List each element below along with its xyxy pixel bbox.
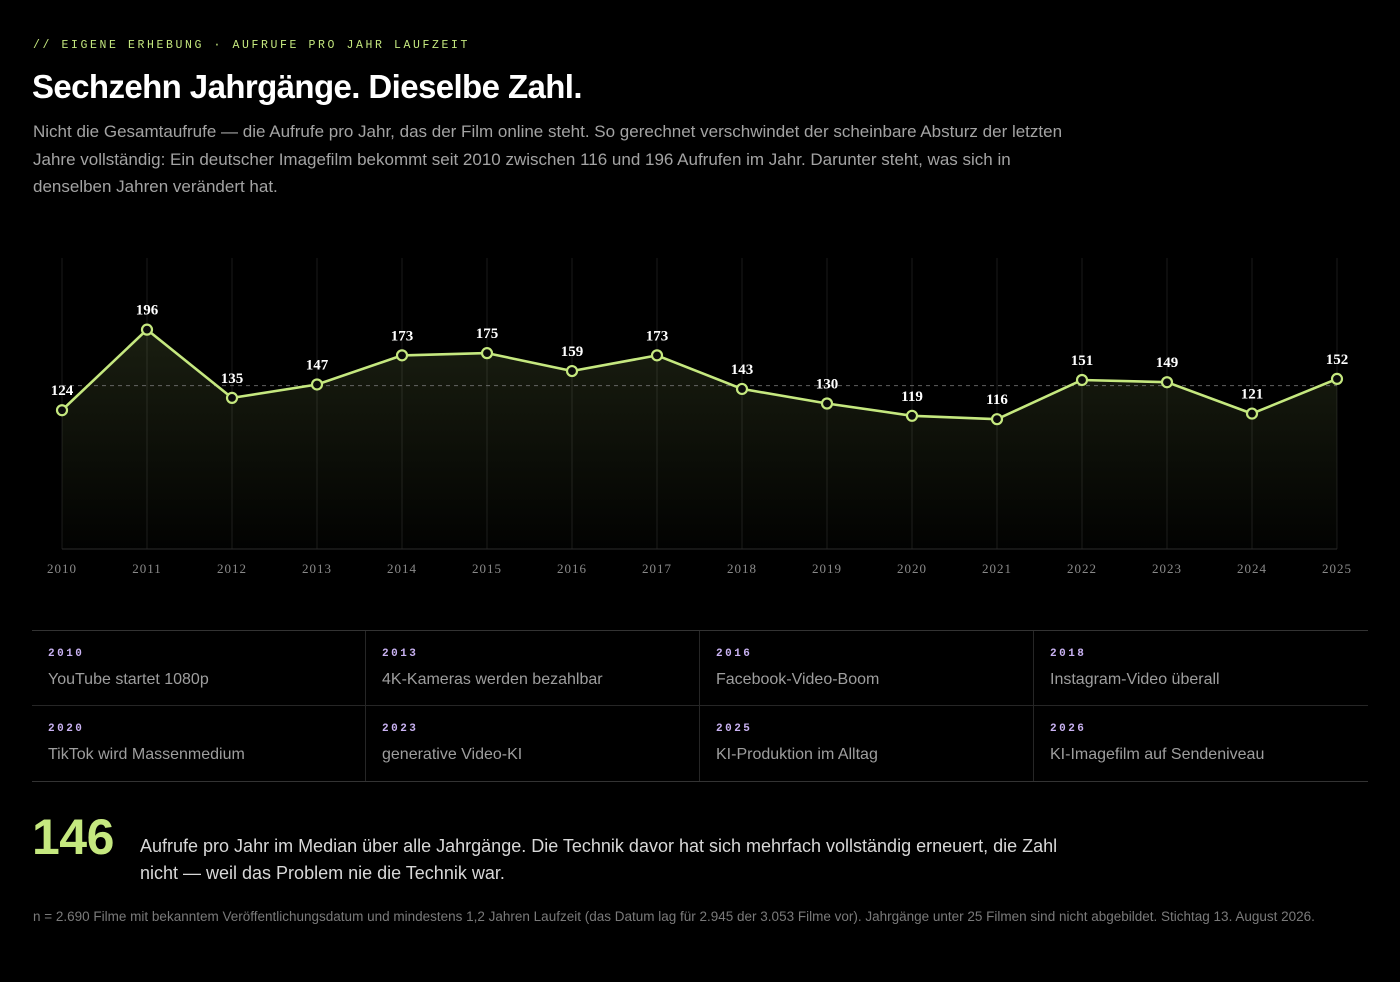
x-tick-label: 2020: [897, 561, 927, 576]
median-value: 146: [32, 809, 114, 865]
event-year: 2020: [48, 723, 85, 735]
data-label: 116: [986, 392, 1008, 408]
x-tick-label: 2024: [1237, 561, 1267, 576]
lead-paragraph: Nicht die Gesamtaufrufe — die Aufrufe pr…: [33, 122, 1063, 196]
data-label: 173: [646, 328, 669, 344]
views-per-year-line-chart: 124 196 135 147 173 175 159 173 143 130 119 116 151 1…: [47, 258, 1352, 576]
x-tick-label: 2019: [812, 561, 842, 576]
x-tick-label: 2021: [982, 561, 1012, 576]
data-point: [1330, 372, 1344, 385]
data-label: 143: [731, 362, 754, 378]
data-point: [395, 349, 409, 362]
data-label: 149: [1156, 355, 1179, 371]
eyebrow-label: // EIGENE ERHEBUNG · AUFRUFE PRO JAHR LA…: [33, 39, 471, 52]
data-point: [480, 347, 494, 360]
data-point: [905, 409, 919, 422]
data-points: [55, 323, 1344, 426]
event-year: 2026: [1050, 723, 1087, 735]
event-label: Instagram-Video überall: [1050, 671, 1220, 688]
event-cell: 2020 TikTok wird Massenmedium: [32, 706, 366, 781]
event-year: 2013: [382, 648, 419, 660]
data-label: 147: [306, 357, 329, 373]
event-label: Facebook-Video-Boom: [716, 671, 880, 688]
series-line: [61, 328, 1338, 421]
footnote: n = 2.690 Filme mit bekanntem Veröffentl…: [33, 909, 1315, 924]
x-tick-label: 2012: [217, 561, 247, 576]
x-tick-label: 2023: [1152, 561, 1182, 576]
x-tick-label: 2022: [1067, 561, 1097, 576]
data-label: 130: [816, 377, 839, 393]
data-point: [1075, 373, 1089, 387]
event-cell: 2013 4K-Kameras werden bezahlbar: [366, 631, 700, 706]
data-point: [1160, 376, 1174, 389]
event-cell: 2023 generative Video-KI: [366, 706, 700, 781]
area-fill: [62, 329, 1337, 549]
page-title: Sechzehn Jahrgänge. Dieselbe Zahl.: [32, 68, 583, 105]
x-tick-label: 2017: [642, 561, 672, 576]
data-label: 135: [221, 371, 244, 387]
x-tick-label: 2015: [472, 561, 502, 576]
data-label: 151: [1071, 353, 1094, 369]
data-label: 124: [51, 383, 74, 399]
data-label: 159: [561, 344, 584, 360]
x-axis-tick-labels: 2010 2011 2012 2013 2014 2015 2016 2017 2018 2019…: [47, 561, 1352, 576]
data-label: 119: [901, 389, 923, 405]
data-point: [310, 378, 324, 391]
event-label: generative Video-KI: [382, 746, 523, 763]
data-label: 152: [1326, 352, 1349, 368]
event-label: KI-Produktion im Alltag: [716, 746, 878, 763]
data-point: [650, 349, 664, 362]
data-point: [565, 364, 579, 378]
event-year: 2010: [48, 648, 85, 660]
events-grid: 2010 YouTube startet 1080p 2013 4K-Kamer…: [32, 630, 1368, 782]
x-tick-label: 2010: [47, 561, 77, 576]
data-point: [55, 404, 69, 417]
x-tick-label: 2025: [1322, 561, 1352, 576]
data-label: 175: [476, 326, 499, 342]
event-cell: 2018 Instagram-Video überall: [1034, 631, 1368, 706]
median-description: Aufrufe pro Jahr im Median über alle Jah…: [140, 836, 1058, 883]
event-label: TikTok wird Massenmedium: [48, 746, 245, 763]
data-point: [1245, 407, 1259, 420]
data-label: 173: [391, 328, 414, 344]
event-year: 2025: [716, 723, 753, 735]
data-label: 196: [136, 303, 159, 319]
event-cell: 2025 KI-Produktion im Alltag: [700, 706, 1034, 781]
event-cell: 2026 KI-Imagefilm auf Sendeniveau: [1034, 706, 1368, 781]
event-year: 2023: [382, 723, 419, 735]
data-point: [735, 382, 749, 396]
x-tick-label: 2011: [132, 561, 162, 576]
data-point: [140, 323, 154, 336]
x-tick-label: 2016: [557, 561, 587, 576]
event-label: YouTube startet 1080p: [48, 671, 209, 688]
x-tick-label: 2013: [302, 561, 332, 576]
event-year: 2016: [716, 648, 753, 660]
event-cell: 2010 YouTube startet 1080p: [32, 631, 366, 706]
x-tick-label: 2018: [727, 561, 757, 576]
event-cell: 2016 Facebook-Video-Boom: [700, 631, 1034, 706]
data-point: [820, 397, 834, 410]
data-point: [990, 413, 1004, 426]
data-labels: 124 196 135 147 173 175 159 173 143 130 119 116 151 1…: [51, 303, 1349, 409]
event-year: 2018: [1050, 648, 1087, 660]
event-label: 4K-Kameras werden bezahlbar: [382, 671, 603, 688]
data-label: 121: [1241, 387, 1264, 403]
event-label: KI-Imagefilm auf Sendeniveau: [1050, 746, 1265, 763]
data-point: [225, 391, 239, 405]
x-tick-label: 2014: [387, 561, 417, 576]
